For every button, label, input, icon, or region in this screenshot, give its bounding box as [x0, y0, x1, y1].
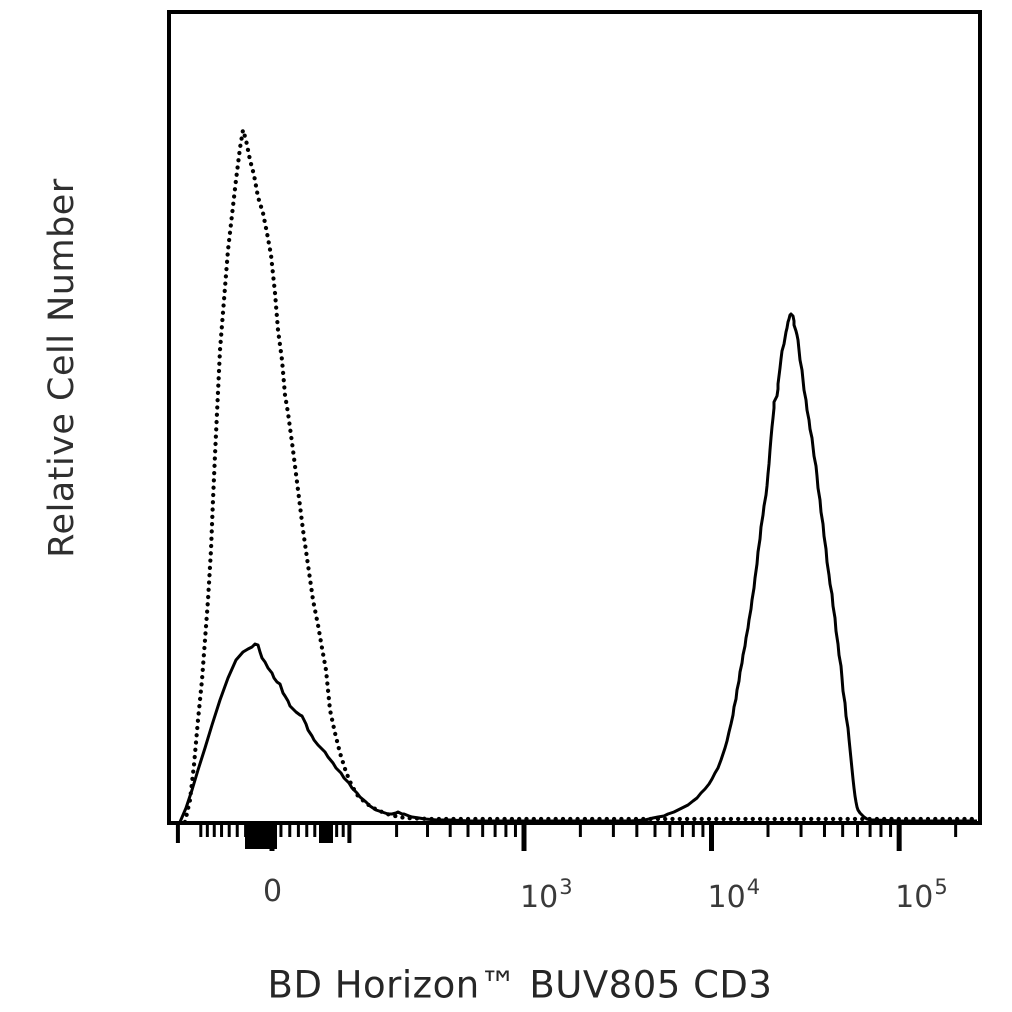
y-axis-label: Relative Cell Number [42, 178, 82, 558]
solid-histogram [178, 312, 977, 823]
x-tick-label: 103 [520, 875, 573, 915]
merged-tick-blob [245, 825, 277, 849]
x-axis-title: BD Horizon™ BUV805 CD3 [267, 963, 773, 1007]
plot-border [167, 10, 982, 825]
x-tick-label: 0 [263, 874, 283, 909]
dotted-histogram [182, 127, 980, 825]
x-tick-label: 104 [707, 875, 761, 915]
merged-tick-blob [319, 825, 333, 843]
x-tick-label: 105 [895, 875, 948, 915]
